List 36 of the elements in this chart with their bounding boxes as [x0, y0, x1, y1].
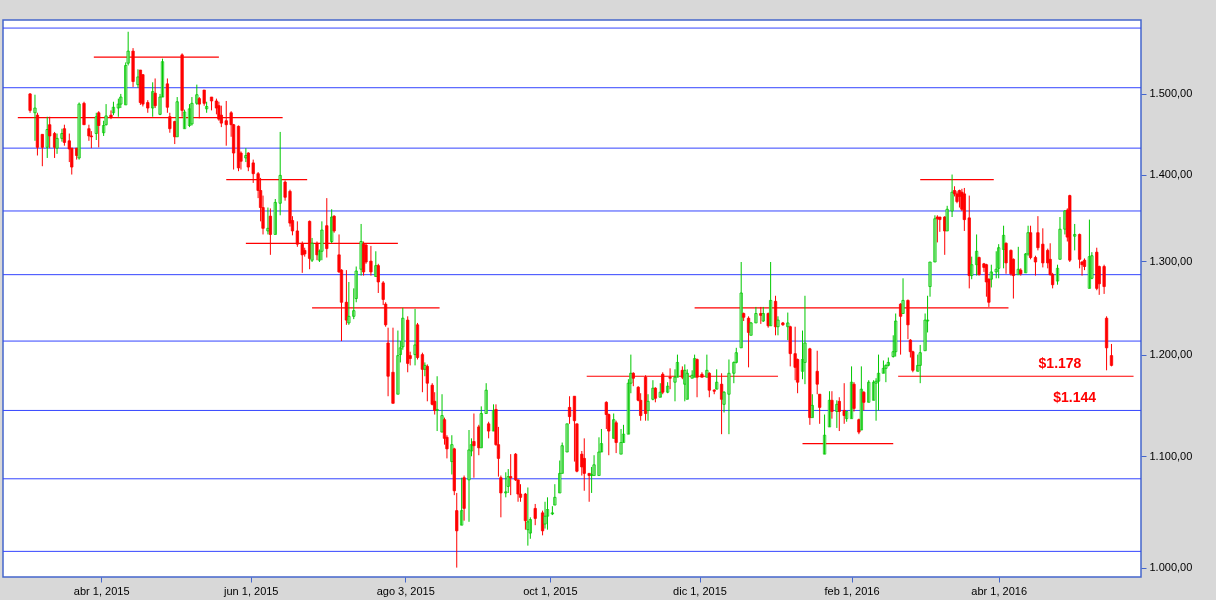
x-tick-label: abr 1, 2016	[971, 584, 1028, 597]
candlestick	[742, 312, 746, 322]
candlestick	[504, 471, 508, 498]
candlestick	[862, 390, 866, 411]
candlestick	[1073, 223, 1077, 251]
y-tick-label: 1.300,00	[1149, 254, 1193, 267]
annotation: $1.144	[1053, 389, 1097, 406]
x-tick-label: jun 1, 2015	[223, 584, 279, 597]
x-tick-label: dic 1, 2015	[673, 584, 727, 597]
candlestick	[658, 382, 662, 398]
candlestick	[815, 350, 819, 395]
candlestick	[1019, 267, 1023, 277]
candlestick	[550, 505, 554, 516]
x-tick-label: abr 1, 2015	[73, 584, 130, 597]
candlestick	[867, 379, 871, 403]
y-tick-label: 1.100,00	[1149, 449, 1193, 462]
y-tick-label: 1.500,00	[1149, 87, 1193, 100]
candlestick	[894, 312, 898, 358]
candlestick	[506, 468, 510, 494]
candlestick	[116, 98, 120, 118]
candlestick	[1068, 194, 1072, 263]
x-tick-label: feb 1, 2016	[824, 584, 880, 597]
candlestick	[786, 312, 790, 341]
candlestick	[209, 96, 214, 111]
candlestick	[406, 315, 410, 373]
candlestick	[715, 368, 719, 390]
y-tick-label: 1.400,00	[1149, 168, 1193, 181]
x-tick-label: oct 1, 2015	[523, 584, 578, 597]
candlestick	[818, 393, 822, 425]
candlestick	[533, 503, 537, 526]
annotation: $1.178	[1038, 355, 1082, 372]
x-tick-label: ago 3, 2015	[376, 584, 435, 597]
y-tick-label: 1.200,00	[1149, 348, 1193, 361]
candlestick	[553, 483, 557, 506]
candlestick	[918, 344, 922, 384]
y-tick-label: 1.000,00	[1149, 561, 1193, 574]
